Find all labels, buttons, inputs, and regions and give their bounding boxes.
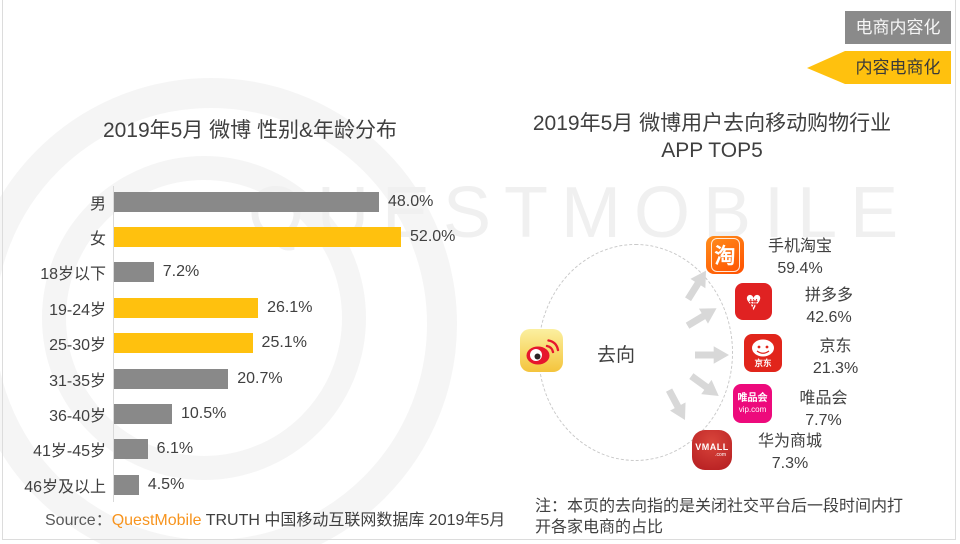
badge-ecommerce-contentization: 电商内容化 [845, 11, 951, 44]
app-label-vipshop: 唯品会 7.7% [776, 388, 871, 432]
app-value: 7.7% [805, 412, 842, 429]
bar-value-label: 25.1% [261, 334, 307, 352]
bar-value-label: 6.1% [156, 440, 194, 458]
app-name: 手机淘宝 [767, 238, 832, 255]
left-chart-title: 2019年5月 微博 性别&年龄分布 [102, 119, 398, 142]
app-label-jd: 京东 21.3% [788, 336, 883, 380]
bar-row-8: 46岁及以上 4.5% [14, 467, 504, 502]
bar-row-2: 18岁以下 7.2% [14, 255, 504, 290]
left-arrow-icon [807, 51, 845, 84]
bar [114, 297, 259, 318]
bar-category-label: 41岁-45岁 [33, 443, 106, 461]
bar-row-1: 女 52.0% [14, 219, 504, 254]
bar [114, 439, 148, 460]
bar [114, 227, 402, 248]
app-value: 7.3% [771, 455, 809, 472]
bar-row-0: 男 48.0% [14, 184, 504, 219]
bar-value-label: 10.5% [180, 405, 227, 423]
bar-row-7: 41岁-45岁 6.1% [14, 432, 504, 467]
app-label-pinduoduo: 拼多多 42.6% [779, 285, 879, 329]
vmall-text: VMALL [695, 442, 729, 452]
weibo-icon [520, 329, 563, 372]
app-value: 42.6% [806, 309, 852, 326]
source-rest: TRUTH 中国移动互联网数据库 2019年5月 [201, 512, 506, 529]
app-value: 21.3% [812, 360, 859, 377]
bar [114, 404, 172, 425]
bar-value-label: 20.7% [237, 369, 283, 387]
bar-category-label: 31-35岁 [49, 372, 106, 390]
app-name: 京东 [819, 338, 852, 355]
bar-value-label: 26.1% [267, 298, 313, 316]
bar-category-label: 男 [89, 195, 106, 213]
bar-row-6: 36-40岁 10.5% [14, 396, 504, 431]
vmall-domain: .com [715, 452, 726, 458]
center-label: 去向 [596, 345, 635, 366]
app-value: 59.4% [777, 260, 823, 277]
app-label-taobao: 手机淘宝 59.4% [748, 236, 852, 280]
source-prefix: Source： [45, 512, 112, 529]
vmall-icon: VMALL .com [692, 430, 732, 470]
jd-dog-icon: 京东 [752, 339, 774, 368]
bar-row-4: 25-30岁 25.1% [14, 326, 504, 361]
weibo-logo-icon [526, 339, 560, 365]
right-chart-title-line1: 2019年5月 微博用户去向移动购物行业 [532, 112, 892, 135]
vipshop-text: 唯品会 [737, 392, 768, 404]
bar [114, 474, 139, 495]
bar-value-label: 7.2% [162, 263, 200, 281]
app-label-vmall: 华为商城 7.3% [736, 431, 844, 475]
app-name: 华为商城 [757, 433, 822, 450]
app-name: 拼多多 [804, 287, 853, 304]
footnote: 注：本页的去向指的是关闭社交平台后一段时间内打开各家电商的占比 [535, 498, 904, 536]
bar [114, 262, 154, 283]
bar-chart-axis [113, 186, 114, 502]
bar-value-label: 52.0% [410, 228, 456, 246]
source-line: Source：QuestMobile TRUTH 中国移动互联网数据库 2019… [45, 506, 505, 530]
svg-text:京东: 京东 [754, 358, 772, 368]
vipshop-icon: 唯品会 vip.com [733, 384, 772, 423]
taobao-icon: 淘 [706, 236, 744, 274]
bar [114, 368, 229, 389]
taobao-char: 淘 [710, 238, 740, 272]
bar-category-label: 女 [89, 231, 106, 249]
badge-content-ecommercization: 内容电商化 [845, 51, 951, 84]
bar-category-label: 18岁以下 [40, 266, 106, 284]
bar-category-label: 19-24岁 [49, 301, 106, 319]
vipshop-domain: vip.com [738, 404, 767, 414]
bar-value-label: 4.5% [147, 475, 185, 493]
bar-category-label: 36-40岁 [49, 408, 106, 426]
bar-category-label: 25-30岁 [49, 337, 106, 355]
app-name: 唯品会 [799, 390, 848, 407]
right-chart-title-line2: APP TOP5 [661, 139, 763, 162]
jd-icon: 京东 [744, 334, 782, 372]
bar-row-5: 31-35岁 20.7% [14, 361, 504, 396]
bar-chart: 男 48.0% 女 52.0% 18岁以下 7.2% 19-24岁 26.1% 25-30岁 25… [14, 184, 504, 503]
source-brand: QuestMobile [111, 512, 202, 529]
bar-value-label: 48.0% [387, 192, 434, 210]
pinduoduo-icon: ♥ 拼 [735, 283, 772, 320]
right-chart-title: 2019年5月 微博用户去向移动购物行业 APP TOP5 [508, 110, 916, 164]
bar-category-label: 46岁及以上 [24, 478, 106, 496]
bar [114, 191, 379, 212]
pinduoduo-char: 拼 [748, 299, 758, 309]
pinduoduo-heart-icon: ♥ [745, 286, 762, 316]
bar [114, 333, 253, 354]
bar-row-3: 19-24岁 26.1% [14, 290, 504, 325]
